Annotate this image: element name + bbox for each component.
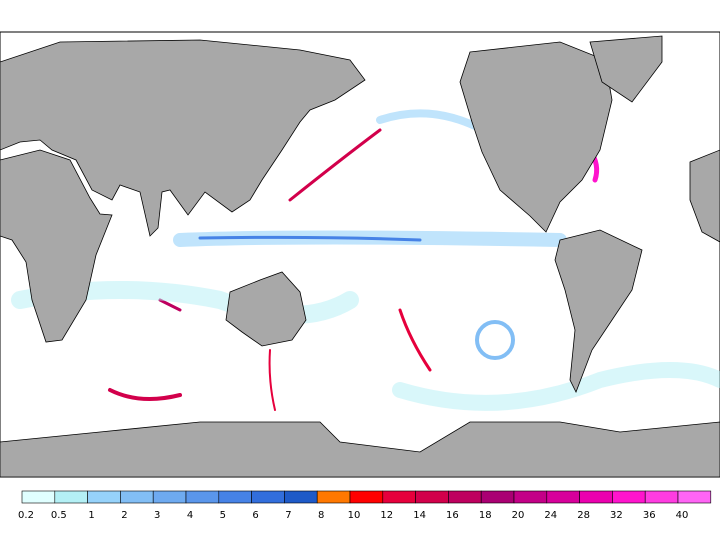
colorbar-swatch [480, 490, 515, 504]
colorbar-label: 4 [187, 510, 193, 521]
colorbar-swatch [579, 490, 613, 504]
australia [225, 271, 307, 347]
colorbar-swatch [349, 490, 384, 504]
colorbar-label: 20 [512, 510, 525, 521]
colorbar-swatch [448, 490, 482, 504]
colorbar-swatch [513, 490, 548, 504]
europe-east-edge [689, 149, 720, 243]
colorbar-label: 2 [121, 510, 127, 521]
colorbar-swatch [382, 490, 416, 504]
south-america [554, 229, 643, 393]
colorbar-label: 10 [348, 510, 361, 521]
colorbar-swatch [677, 490, 712, 504]
colorbar-label: 18 [479, 510, 492, 521]
colorbar-swatch [415, 490, 449, 504]
colorbar-swatch [21, 490, 56, 504]
colorbar-label: 0.2 [18, 510, 34, 521]
colorbar-label: 24 [544, 510, 557, 521]
colorbar-label: 40 [676, 510, 689, 521]
colorbar-label: 16 [446, 510, 459, 521]
colorbar-swatch [316, 490, 351, 504]
colorbar-label: 0.5 [51, 510, 67, 521]
colorbar-swatch [120, 490, 154, 504]
colorbar-swatch [251, 490, 285, 504]
colorbar-label: 28 [577, 510, 590, 521]
colorbar-label: 14 [413, 510, 426, 521]
colorbar-swatch [218, 490, 252, 504]
antarctica [0, 421, 720, 478]
colorbar-swatch [152, 490, 187, 504]
colorbar-swatch [54, 490, 88, 504]
colorbar-swatch [612, 490, 646, 504]
colorbar: 0.2 0.5 1 2 3 4 5 6 7 8 10 12 14 16 18 20 24 28 32 36 40 [18, 490, 712, 521]
colorbar-swatch [185, 490, 220, 504]
colorbar-swatch [87, 490, 121, 504]
colorbar-label: 8 [318, 510, 324, 521]
eurasia [0, 39, 366, 237]
colorbar-label: 7 [285, 510, 291, 521]
colorbar-label: 5 [220, 510, 226, 521]
land-masses [0, 35, 720, 478]
colorbar-label: 36 [643, 510, 656, 521]
colorbar-label: 6 [252, 510, 258, 521]
colorbar-label: 1 [88, 510, 94, 521]
colorbar-label: 12 [380, 510, 393, 521]
greenland [589, 35, 663, 103]
colorbar-label: 3 [154, 510, 160, 521]
colorbar-swatch [284, 490, 318, 504]
colorbar-swatch [546, 490, 580, 504]
africa [0, 149, 113, 343]
colorbar-swatch [644, 490, 679, 504]
colorbar-label: 32 [610, 510, 623, 521]
